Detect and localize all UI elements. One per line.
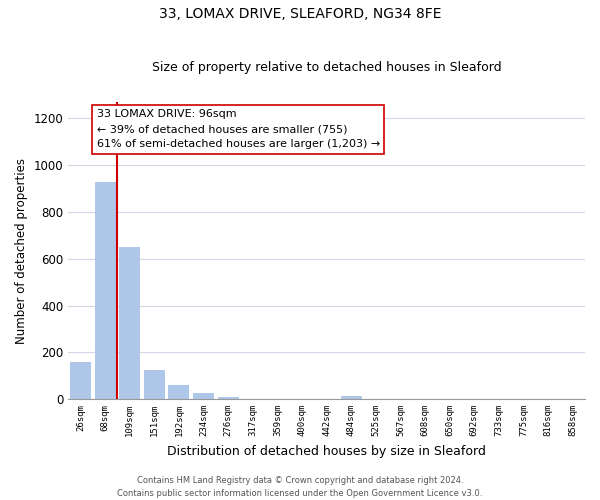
Bar [70,362,91,399]
Text: 33 LOMAX DRIVE: 96sqm
← 39% of detached houses are smaller (755)
61% of semi-det: 33 LOMAX DRIVE: 96sqm ← 39% of detached … [97,110,380,149]
Text: 33, LOMAX DRIVE, SLEAFORD, NG34 8FE: 33, LOMAX DRIVE, SLEAFORD, NG34 8FE [159,8,441,22]
Bar [119,247,140,399]
Bar [193,392,214,399]
Bar [169,385,190,399]
Text: Contains HM Land Registry data © Crown copyright and database right 2024.
Contai: Contains HM Land Registry data © Crown c… [118,476,482,498]
Bar [144,370,165,399]
Y-axis label: Number of detached properties: Number of detached properties [15,158,28,344]
Bar [341,396,362,399]
X-axis label: Distribution of detached houses by size in Sleaford: Distribution of detached houses by size … [167,444,486,458]
Bar [218,396,239,399]
Title: Size of property relative to detached houses in Sleaford: Size of property relative to detached ho… [152,62,502,74]
Bar [95,182,116,399]
